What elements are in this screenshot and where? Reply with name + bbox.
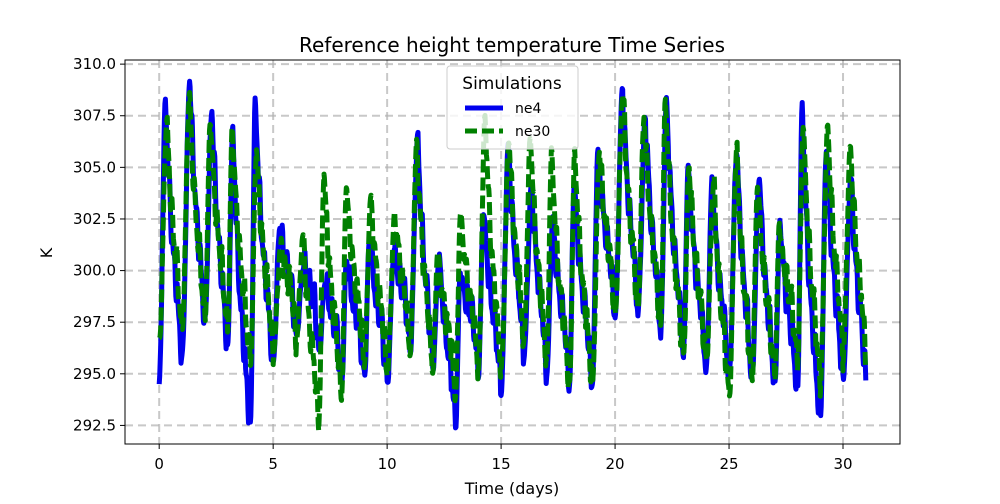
x-axis-title: Time (days): [464, 479, 560, 498]
x-tick-label: 15: [492, 455, 511, 473]
axis-ticks: 0 5 10 15 20 25 30 292.5 295.0 297.5 300.0 302.5 305…: [73, 55, 853, 473]
y-tick-label: 295.0: [73, 365, 116, 383]
y-tick-label: 302.5: [73, 210, 116, 228]
y-tick-label: 300.0: [73, 262, 116, 280]
legend-title: Simulations: [462, 74, 562, 94]
y-tick-label: 305.0: [73, 158, 116, 176]
legend-label-ne4: ne4: [515, 101, 541, 117]
y-axis-title: K: [37, 247, 56, 258]
y-tick-label: 307.5: [73, 107, 116, 125]
x-tick-label: 5: [268, 455, 278, 473]
x-tick-label: 20: [606, 455, 625, 473]
series-line-ne30: [157, 90, 869, 434]
y-tick-label: 310.0: [73, 55, 116, 73]
y-tick-label: 292.5: [73, 416, 116, 434]
chart-title: Reference height temperature Time Series: [299, 33, 725, 57]
x-tick-label: 10: [378, 455, 397, 473]
x-tick-label: 25: [719, 455, 738, 473]
series-lines: [156, 78, 869, 434]
x-tick-label: 30: [833, 455, 852, 473]
legend-label-ne30: ne30: [515, 124, 550, 140]
legend: Simulations ne4 ne30: [446, 65, 579, 150]
x-tick-label: 0: [154, 455, 164, 473]
legend-box: [446, 65, 579, 150]
y-tick-label: 297.5: [73, 313, 116, 331]
plot-area-frame: [124, 59, 901, 445]
